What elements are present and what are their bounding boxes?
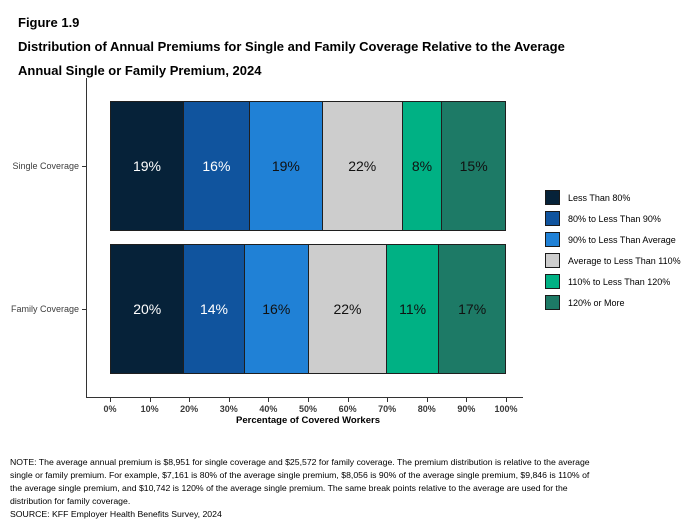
x-axis-tick bbox=[347, 398, 349, 402]
x-axis-tick-label: 70% bbox=[378, 404, 397, 414]
y-axis-tick bbox=[82, 166, 86, 167]
figure-title-line2: Annual Single or Family Premium, 2024 bbox=[18, 63, 262, 78]
x-axis-tick-label: 30% bbox=[219, 404, 238, 414]
x-axis-tick bbox=[466, 398, 468, 402]
x-axis-tick-label: 80% bbox=[417, 404, 436, 414]
x-axis-tick-label: 50% bbox=[298, 404, 317, 414]
bar-segment-value: 8% bbox=[411, 158, 433, 174]
x-axis-tick bbox=[110, 398, 111, 402]
bar-single-coverage: 19% 16% 19% 22% 8% 15% bbox=[110, 101, 506, 231]
bar-segment-value: 20% bbox=[133, 301, 162, 317]
legend-swatch bbox=[545, 232, 560, 247]
legend-label: 80% to Less Than 90% bbox=[568, 213, 661, 224]
x-axis-tick-label: 90% bbox=[457, 404, 476, 414]
x-axis-tick-label: 40% bbox=[259, 404, 278, 414]
legend-item: Average to Less Than 110% bbox=[545, 250, 681, 271]
y-axis-category-label: Family Coverage bbox=[10, 303, 79, 314]
chart-legend: Less Than 80% 80% to Less Than 90% 90% to … bbox=[545, 187, 681, 313]
figure-label: Figure 1.9 bbox=[18, 15, 80, 30]
y-axis-tick bbox=[82, 309, 86, 310]
note-line: NOTE: The average annual premium is $8,9… bbox=[10, 457, 590, 467]
bar-segment: 15% bbox=[442, 102, 505, 230]
bar-segment: 20% bbox=[111, 245, 185, 373]
x-axis-tick bbox=[149, 398, 151, 402]
legend-item: 80% to Less Than 90% bbox=[545, 208, 681, 229]
x-axis-tick-label: 0% bbox=[103, 404, 117, 414]
bar-segment-value: 16% bbox=[202, 158, 231, 174]
bar-segment: 8% bbox=[402, 102, 443, 230]
figure-notes: NOTE: The average annual premium is $8,9… bbox=[10, 456, 690, 521]
x-axis-tick bbox=[189, 398, 191, 402]
legend-item: 90% to Less Than Average bbox=[545, 229, 681, 250]
bar-segment-value: 17% bbox=[458, 301, 487, 317]
figure-title-line1: Distribution of Annual Premiums for Sing… bbox=[18, 39, 565, 54]
bar-segment-value: 22% bbox=[348, 158, 377, 174]
y-axis-category-label: Single Coverage bbox=[12, 160, 79, 171]
note-line: distribution for family coverage. bbox=[10, 496, 131, 506]
x-axis-tick-label: 10% bbox=[140, 404, 159, 414]
bar-segment: 16% bbox=[183, 102, 250, 230]
bar-segment-value: 14% bbox=[199, 301, 228, 317]
legend-label: Less Than 80% bbox=[568, 192, 631, 203]
bar-segment: 16% bbox=[244, 245, 310, 373]
bar-segment-value: 22% bbox=[333, 301, 362, 317]
legend-swatch bbox=[545, 253, 560, 268]
x-axis-tick-label: 20% bbox=[180, 404, 199, 414]
x-axis-tick-label: 100% bbox=[494, 404, 518, 414]
x-axis-tick bbox=[308, 398, 309, 402]
bar-segment: 22% bbox=[322, 102, 403, 230]
y-axis-line bbox=[86, 78, 87, 397]
x-axis-tick bbox=[268, 398, 270, 402]
legend-item: Less Than 80% bbox=[545, 187, 681, 208]
bar-segment: 19% bbox=[111, 102, 184, 230]
legend-label: 120% or More bbox=[568, 297, 625, 308]
x-axis-tick-label: 60% bbox=[338, 404, 357, 414]
bar-segment-value: 19% bbox=[132, 158, 161, 174]
note-line: single or family premium. For example, $… bbox=[10, 470, 590, 480]
bar-segment: 14% bbox=[184, 245, 245, 373]
legend-swatch bbox=[545, 295, 560, 310]
x-axis-tick bbox=[506, 398, 507, 402]
legend-swatch bbox=[545, 190, 560, 205]
legend-label: 110% to Less Than 120% bbox=[568, 276, 671, 287]
source-line: SOURCE: KFF Employer Health Benefits Sur… bbox=[10, 509, 222, 519]
bar-segment-value: 19% bbox=[271, 158, 300, 174]
x-axis-title: Percentage of Covered Workers bbox=[236, 415, 380, 426]
legend-swatch bbox=[545, 274, 560, 289]
bar-segment: 11% bbox=[386, 245, 440, 373]
bar-segment: 17% bbox=[439, 245, 506, 373]
x-axis-tick bbox=[387, 398, 389, 402]
bar-segment: 22% bbox=[309, 245, 387, 373]
legend-swatch bbox=[545, 211, 560, 226]
bar-segment-value: 16% bbox=[262, 301, 291, 317]
legend-label: Average to Less Than 110% bbox=[568, 255, 681, 266]
bar-family-coverage: 20% 14% 16% 22% 11% 17% bbox=[110, 244, 506, 374]
note-line: the average single premium, and $10,742 … bbox=[10, 483, 568, 493]
bar-segment: 19% bbox=[249, 102, 323, 230]
legend-label: 90% to Less Than Average bbox=[568, 234, 676, 245]
x-axis-tick bbox=[426, 398, 428, 402]
bar-segment-value: 15% bbox=[459, 158, 488, 174]
figure-header: Figure 1.9 Distribution of Annual Premiu… bbox=[18, 11, 565, 83]
x-axis-line bbox=[86, 397, 523, 398]
x-axis-tick bbox=[228, 398, 230, 402]
legend-item: 120% or More bbox=[545, 292, 681, 313]
legend-item: 110% to Less Than 120% bbox=[545, 271, 681, 292]
bar-segment-value: 11% bbox=[399, 301, 427, 317]
